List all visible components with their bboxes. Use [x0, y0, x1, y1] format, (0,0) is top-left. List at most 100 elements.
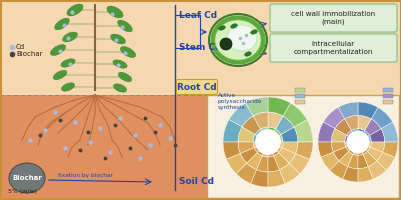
Wedge shape [344, 135, 357, 142]
Wedge shape [348, 142, 357, 154]
Wedge shape [267, 156, 279, 172]
Ellipse shape [211, 16, 264, 64]
Circle shape [346, 131, 368, 153]
Wedge shape [223, 142, 240, 159]
Wedge shape [350, 129, 357, 142]
Wedge shape [357, 129, 364, 142]
Wedge shape [267, 142, 278, 156]
Wedge shape [380, 122, 397, 142]
Text: Active
polysaccharide
synthesis: Active polysaccharide synthesis [217, 93, 262, 110]
Wedge shape [346, 130, 357, 142]
Wedge shape [267, 134, 282, 142]
Wedge shape [344, 142, 357, 147]
Text: Biochar: Biochar [16, 51, 43, 57]
Bar [382, 88, 392, 92]
Text: Stem Cd: Stem Cd [178, 44, 221, 52]
Ellipse shape [219, 38, 231, 50]
Wedge shape [334, 119, 350, 135]
Ellipse shape [118, 72, 132, 82]
Bar [294, 88, 304, 92]
Wedge shape [267, 142, 281, 153]
Wedge shape [329, 161, 347, 179]
Ellipse shape [120, 47, 135, 57]
Wedge shape [330, 142, 345, 152]
FancyBboxPatch shape [269, 34, 396, 62]
Wedge shape [371, 107, 392, 129]
Bar [0, 95, 401, 200]
Wedge shape [320, 152, 338, 170]
Wedge shape [382, 142, 397, 157]
Text: Root Cd: Root Cd [177, 82, 216, 92]
Wedge shape [345, 142, 357, 151]
Wedge shape [267, 112, 282, 129]
Wedge shape [293, 119, 312, 142]
Bar [382, 94, 392, 98]
Wedge shape [280, 127, 297, 142]
Wedge shape [252, 134, 267, 142]
Text: Leaf Cd: Leaf Cd [178, 10, 217, 20]
Ellipse shape [113, 60, 127, 68]
Wedge shape [275, 116, 293, 134]
Wedge shape [347, 154, 357, 169]
Text: Soil Cd: Soil Cd [178, 178, 213, 186]
FancyBboxPatch shape [269, 4, 396, 32]
Wedge shape [367, 147, 382, 161]
Wedge shape [295, 142, 312, 159]
Ellipse shape [53, 70, 67, 80]
Wedge shape [322, 107, 344, 129]
Wedge shape [237, 142, 253, 153]
Ellipse shape [117, 20, 132, 32]
Wedge shape [250, 170, 267, 187]
Wedge shape [261, 142, 267, 157]
Wedge shape [273, 153, 288, 170]
Wedge shape [223, 119, 241, 142]
Text: Biochar: Biochar [12, 175, 42, 181]
Wedge shape [369, 129, 384, 142]
Text: 5% (w/w): 5% (w/w) [8, 190, 37, 194]
Ellipse shape [110, 34, 125, 44]
Bar [0, 0, 401, 95]
Wedge shape [236, 163, 256, 184]
Wedge shape [240, 148, 257, 163]
Wedge shape [357, 142, 369, 151]
Wedge shape [330, 129, 346, 142]
Wedge shape [267, 129, 280, 142]
Text: intracellular
compartmentalization: intracellular compartmentalization [293, 41, 372, 55]
Bar [294, 100, 304, 104]
Wedge shape [267, 97, 290, 116]
Wedge shape [257, 142, 267, 156]
Wedge shape [369, 142, 384, 152]
Wedge shape [376, 152, 394, 170]
Circle shape [255, 130, 279, 154]
Wedge shape [245, 97, 267, 116]
Wedge shape [279, 163, 299, 184]
Text: fixation by biochar: fixation by biochar [57, 172, 112, 178]
Ellipse shape [215, 20, 260, 60]
Ellipse shape [107, 6, 123, 18]
Wedge shape [267, 142, 273, 157]
Ellipse shape [218, 26, 225, 30]
Ellipse shape [61, 83, 75, 91]
Wedge shape [267, 142, 282, 148]
Ellipse shape [67, 4, 83, 16]
Wedge shape [254, 129, 267, 142]
Wedge shape [342, 167, 357, 182]
Wedge shape [252, 112, 267, 129]
Ellipse shape [113, 84, 126, 92]
Bar [382, 100, 392, 104]
Wedge shape [357, 142, 367, 154]
Wedge shape [357, 154, 367, 169]
Wedge shape [267, 127, 275, 142]
Wedge shape [317, 142, 332, 157]
Wedge shape [246, 153, 261, 170]
Wedge shape [229, 103, 252, 127]
Wedge shape [357, 142, 371, 147]
Ellipse shape [50, 45, 65, 55]
Circle shape [255, 130, 279, 154]
Ellipse shape [63, 32, 77, 42]
FancyBboxPatch shape [207, 95, 398, 198]
Wedge shape [357, 102, 377, 119]
Wedge shape [241, 116, 260, 134]
Wedge shape [364, 119, 380, 135]
Wedge shape [267, 170, 285, 187]
